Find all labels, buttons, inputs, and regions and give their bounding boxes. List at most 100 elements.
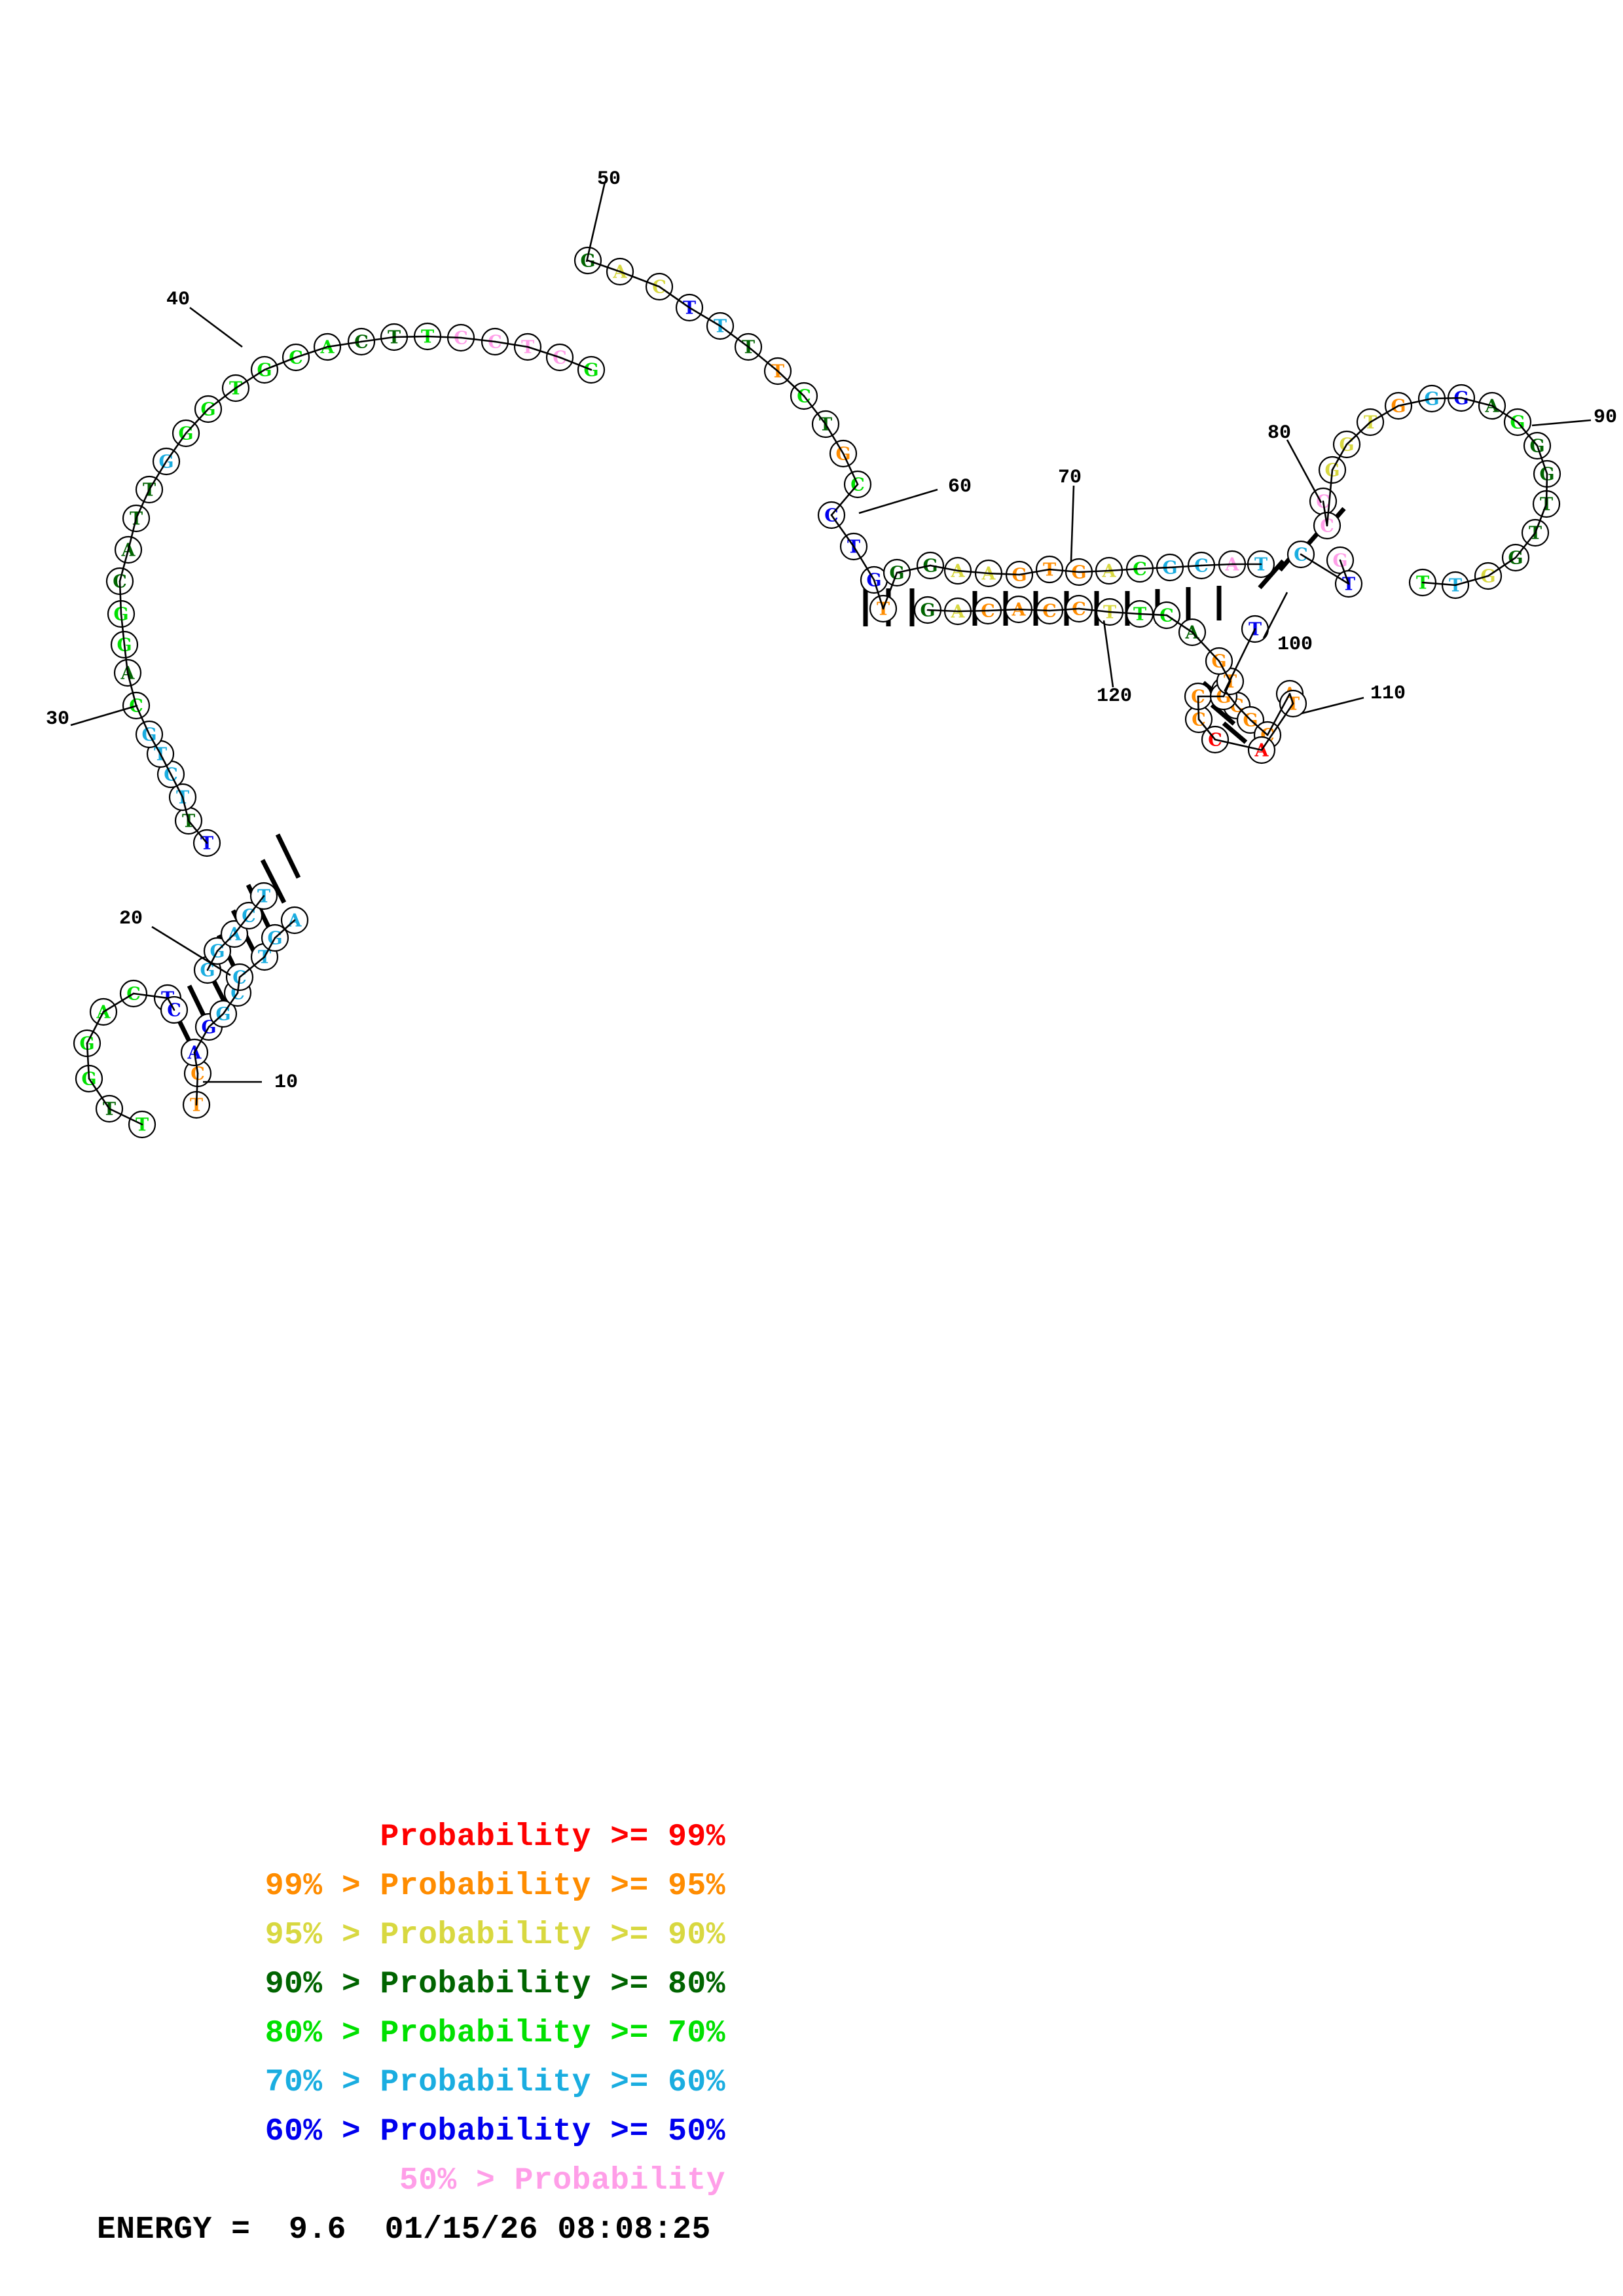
backbone-segment xyxy=(1224,689,1238,707)
backbone-segment xyxy=(86,1011,105,1045)
backbone-segment xyxy=(263,937,276,958)
nucleotide-layer: TTGGACTCTCAGGCCTGAGGACTTTTCTGCAGGCATTGGG… xyxy=(73,246,1561,1139)
backbone-segment xyxy=(1048,568,1080,573)
leader-line-60 xyxy=(858,488,938,514)
backbone-segment xyxy=(1266,692,1291,736)
backbone-segment xyxy=(747,346,779,372)
position-label-70: 70 xyxy=(1058,467,1082,489)
backbone-segment xyxy=(393,335,429,338)
position-label-80: 80 xyxy=(1267,422,1291,444)
backbone-segment xyxy=(1078,607,1111,613)
backbone-segment xyxy=(896,564,932,574)
position-label-20: 20 xyxy=(119,908,143,930)
backbone-segment xyxy=(216,933,236,952)
backbone-segment xyxy=(719,325,750,348)
backbone-segment xyxy=(170,773,184,798)
backbone-segment xyxy=(1169,564,1203,569)
backbone-segment xyxy=(1165,614,1194,634)
backbone-segment xyxy=(1018,568,1051,576)
backbone-segment xyxy=(1491,404,1519,423)
legend-row-p99: Probability >= 99% xyxy=(380,1820,725,1855)
backbone-segment xyxy=(1300,553,1350,585)
probability-legend: Probability >= 99% 99% > Probability >= … xyxy=(97,1813,850,2206)
backbone-segment xyxy=(1048,607,1080,612)
backbone-segment xyxy=(987,572,1021,576)
backbone-segment xyxy=(688,306,721,327)
position-label-30: 30 xyxy=(46,708,69,730)
backbone-segment xyxy=(1288,692,1294,705)
position-label-110: 110 xyxy=(1370,683,1406,705)
backbone-segment xyxy=(135,488,151,520)
backbone-segment xyxy=(236,976,241,994)
backbone-segment xyxy=(1545,473,1548,505)
backbone-segment xyxy=(1191,631,1220,662)
legend-row-p50: 60% > Probability >= 50% xyxy=(264,2114,725,2149)
backbone-segment xyxy=(86,1042,90,1080)
backbone-segment xyxy=(1200,563,1233,567)
position-label-100: 100 xyxy=(1277,634,1313,656)
backbone-segment xyxy=(1260,702,1294,751)
energy-and-timestamp: ENERGY = 9.6 01/15/26 08:08:25 xyxy=(97,2212,711,2248)
backbone-segment xyxy=(1421,581,1457,586)
backbone-segment xyxy=(119,580,122,615)
backbone-segment xyxy=(127,517,137,551)
backbone-segment xyxy=(830,483,859,516)
base-pair-group xyxy=(172,507,1346,1056)
backbone-segment xyxy=(1326,469,1334,527)
backbone-segment xyxy=(159,753,172,776)
backbone-segment xyxy=(658,285,691,309)
nucleotide-68[interactable]: G xyxy=(883,558,911,587)
backbone-segment xyxy=(120,613,126,646)
backbone-segment xyxy=(526,346,561,359)
legend-row-p70: 80% > Probability >= 70% xyxy=(264,2016,725,2051)
position-label-10: 10 xyxy=(274,1071,298,1094)
backbone-segment xyxy=(222,992,239,1015)
leader-line-30 xyxy=(70,704,138,726)
backbone-segment xyxy=(1214,738,1263,751)
backbone-segment xyxy=(195,1072,199,1106)
leader-line-90 xyxy=(1531,419,1592,427)
backbone-segment xyxy=(263,356,297,371)
backbone-segment xyxy=(126,672,137,707)
backbone-segment xyxy=(108,1107,143,1126)
backbone-segment xyxy=(957,569,990,575)
backbone-segment xyxy=(326,340,363,348)
backbone-segment xyxy=(234,368,266,389)
backbone-segment xyxy=(1369,404,1400,423)
backbone-segment xyxy=(360,336,395,343)
backbone-segment xyxy=(619,270,661,288)
backbone-segment xyxy=(1078,569,1110,573)
backbone-segment xyxy=(295,346,329,359)
backbone-segment xyxy=(558,356,593,371)
backbone-segment xyxy=(1197,718,1216,741)
backbone-segment xyxy=(181,796,190,822)
backbone-segment xyxy=(1534,503,1548,534)
backbone-segment xyxy=(238,956,266,978)
backbone-segment xyxy=(1460,397,1493,407)
legend-row-p90: 95% > Probability >= 90% xyxy=(264,1918,725,1953)
position-label-90: 90 xyxy=(1594,406,1617,429)
backbone-segment xyxy=(88,1077,111,1110)
backbone-segment xyxy=(926,609,959,613)
backbone-segment xyxy=(1017,608,1051,612)
backbone-segment xyxy=(132,992,169,999)
backbone-segment xyxy=(1397,397,1433,407)
backbone-segment xyxy=(166,997,175,1011)
legend-row-p00: 50% > Probability xyxy=(399,2163,725,2198)
backbone-segment xyxy=(193,1026,210,1054)
backbone-segment xyxy=(426,335,462,339)
backbone-segment xyxy=(803,395,827,425)
backbone-segment xyxy=(987,608,1020,612)
backbone-layer xyxy=(86,259,1548,1126)
backbone-segment xyxy=(1235,704,1252,721)
backbone-segment xyxy=(1197,695,1200,721)
backbone-segment xyxy=(929,564,959,572)
backbone-segment xyxy=(1108,611,1141,615)
backbone-segment xyxy=(207,387,237,410)
position-label-group: 10 20 30 40 50 60 70 80 90 100 110 120 xyxy=(46,168,1617,1094)
backbone-segment xyxy=(1322,500,1328,527)
backbone-segment xyxy=(233,914,250,935)
leader-line-110 xyxy=(1301,696,1364,715)
backbone-segment xyxy=(1249,719,1269,736)
backbone-segment xyxy=(102,992,135,1013)
